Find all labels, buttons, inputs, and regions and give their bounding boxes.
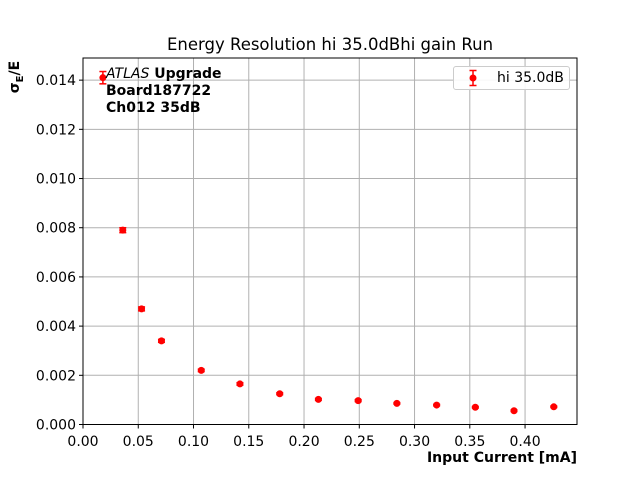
- plot-border: [82, 57, 578, 425]
- tick-layer: [79, 79, 526, 429]
- data-point: [550, 403, 558, 411]
- experiment-name: ATLAS: [106, 66, 150, 82]
- y-tick-label: 0.004: [36, 319, 76, 335]
- ylabel-subscript: E: [14, 75, 26, 83]
- x-axis-label: Input Current [mA]: [426, 450, 577, 466]
- data-point: [510, 407, 518, 415]
- x-tick-label: 0.05: [123, 434, 154, 450]
- grid-layer: [82, 58, 577, 425]
- x-tick-label: 0.10: [178, 434, 209, 450]
- plot-annotation: ATLAS Upgrade Board187722 Ch012 35dB: [106, 66, 222, 117]
- data-point: [433, 401, 441, 409]
- x-tick-label: 0.20: [288, 434, 319, 450]
- x-tick-label: 0.15: [233, 434, 264, 450]
- data-point: [236, 380, 244, 388]
- data-point: [276, 390, 284, 398]
- data-point: [314, 395, 322, 403]
- data-point: [99, 74, 107, 82]
- ylabel-sigma: σ: [7, 82, 23, 94]
- tick-label-layer: 0.00 0.05 0.10 0.15 0.20 0.25 0.30 0.35 0.40 0.00…: [36, 73, 541, 450]
- y-tick-label: 0.014: [36, 73, 76, 89]
- data-point: [354, 397, 362, 405]
- annotation-line-3: Ch012 35dB: [106, 100, 201, 116]
- y-tick-label: 0.006: [36, 270, 76, 286]
- data-point: [393, 399, 401, 407]
- data-point: [119, 226, 127, 234]
- legend-marker-icon: [469, 69, 477, 87]
- x-tick-label: 0.30: [399, 434, 430, 450]
- data-point: [471, 403, 479, 411]
- x-tick-label: 0.40: [509, 434, 540, 450]
- chart-title: Energy Resolution hi 35.0dBhi gain Run: [166, 35, 494, 54]
- annotation-line-2: Board187722: [106, 83, 212, 99]
- annotation-line-1: ATLAS Upgrade: [106, 66, 222, 83]
- data-point: [197, 366, 205, 374]
- y-tick-label: 0.008: [36, 221, 76, 237]
- legend: hi 35.0dB: [453, 66, 570, 90]
- data-point: [157, 337, 165, 345]
- y-tick-label: 0.010: [36, 172, 76, 188]
- y-tick-label: 0.012: [36, 122, 76, 138]
- x-tick-label: 0.00: [67, 434, 98, 450]
- y-axis-label: σE/E: [7, 32, 26, 122]
- annotation-line1-rest: Upgrade: [149, 66, 222, 82]
- x-tick-label: 0.35: [454, 434, 485, 450]
- y-tick-label: 0.000: [36, 418, 76, 434]
- series-layer: [99, 70, 558, 415]
- x-tick-label: 0.25: [344, 434, 375, 450]
- y-tick-label: 0.002: [36, 368, 76, 384]
- ylabel-rest: /E: [7, 60, 23, 76]
- legend-point: [469, 74, 477, 82]
- data-point: [138, 305, 146, 313]
- legend-label: hi 35.0dB: [497, 70, 564, 86]
